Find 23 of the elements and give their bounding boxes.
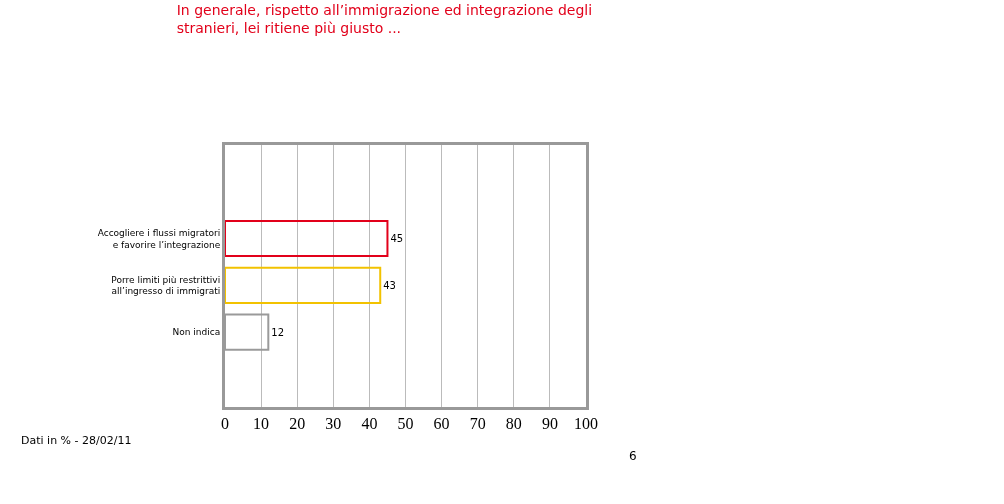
x-tick-label: 100 — [574, 415, 598, 433]
y-tick-label: Non indica — [172, 327, 221, 338]
x-tick-label: 40 — [361, 415, 378, 433]
chart-title: In generale, rispetto all’immigrazione ed integrazione degli stranieri, lei ritiene più giusto ... — [176, 2, 593, 37]
bar — [225, 313, 270, 351]
x-tick-label: 60 — [433, 415, 450, 433]
y-tick-label: Accogliere i flussi migratori e favorire l’integrazione — [97, 227, 221, 250]
x-tick-label: 30 — [325, 415, 342, 433]
bar — [225, 266, 382, 304]
y-tick-label: Porre limiti più restrittivi all’ingresso di immigrati — [111, 274, 221, 297]
data-label: 45 — [390, 233, 404, 245]
x-tick-label: 20 — [289, 415, 306, 433]
x-tick-label: 80 — [505, 415, 522, 433]
x-tick-label: 10 — [253, 415, 270, 433]
text: Dati in % - 28/02/11 — [21, 434, 132, 447]
x-tick-label: 50 — [397, 415, 414, 433]
data-label: 12 — [271, 326, 285, 338]
x-tick-label: 70 — [469, 415, 486, 433]
x-tick-label: 90 — [541, 415, 558, 433]
x-tick-label: 0 — [221, 415, 229, 433]
data-label: 43 — [383, 279, 396, 291]
text: 6 — [629, 449, 637, 463]
bar — [225, 220, 389, 258]
